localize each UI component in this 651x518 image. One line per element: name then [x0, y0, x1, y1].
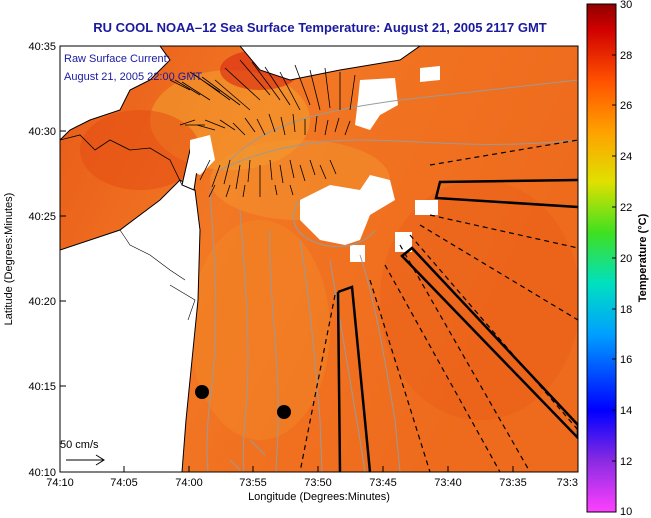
no-data-cloud	[415, 200, 438, 215]
colorbar-label: Temperature (°C)	[637, 213, 649, 302]
y-tick-label: 40:35	[28, 41, 56, 53]
y-axis: 40:35 40:30 40:25 40:20 40:15 40:10 Lati…	[3, 41, 66, 479]
y-axis-label: Latitude (Degrees:Minutes)	[3, 193, 15, 326]
x-tick-label: 73:3	[557, 477, 578, 489]
plot-frame	[59, 45, 579, 473]
no-data-cloud	[395, 232, 412, 252]
legend-line-2: August 21, 2005 22:00 GMT	[64, 71, 202, 83]
y-tick-label: 40:30	[28, 126, 56, 138]
x-tick-label: 73:55	[239, 477, 267, 489]
map-plot-area[interactable]: Raw Surface Current: August 21, 2005 22:…	[60, 46, 580, 472]
x-tick-label: 74:00	[175, 477, 203, 489]
station-marker[interactable]	[277, 405, 291, 419]
isobath-contours	[206, 79, 578, 472]
colorbar-tick-label: 30	[620, 0, 632, 11]
temperature-colorbar: 30 28 26 24 22 20 18 16 14 12 10 Tempera…	[586, 0, 649, 518]
dashed-survey-lines	[299, 139, 578, 472]
colorbar-tick-label: 24	[620, 151, 632, 163]
map-title: RU COOL NOAA–12 Sea Surface Temperature:…	[93, 20, 547, 35]
surface-current-vectors	[169, 59, 356, 198]
y-tick-label: 40:25	[28, 211, 56, 223]
colorbar-tick-label: 28	[620, 50, 632, 62]
station-marker[interactable]	[195, 385, 209, 399]
x-tick-label: 73:50	[304, 477, 332, 489]
warm-water-patch	[380, 180, 578, 420]
scale-arrow	[66, 454, 105, 466]
y-tick-label: 40:15	[28, 381, 56, 393]
x-tick-label: 73:45	[369, 477, 397, 489]
y-tick-label: 40:10	[28, 467, 56, 479]
x-axis-label: Longitude (Degrees:Minutes)	[248, 491, 390, 503]
no-data-cloud	[420, 66, 440, 82]
x-tick-label: 74:10	[46, 477, 74, 489]
staten-island-land	[60, 46, 171, 141]
coastline	[60, 134, 183, 186]
scale-arrow-label: 50 cm/s	[60, 439, 99, 451]
no-data-cloud	[190, 135, 215, 175]
coastline	[119, 229, 186, 281]
colorbar-tick-label: 14	[620, 405, 632, 417]
x-tick-label: 73:35	[499, 477, 527, 489]
coastline	[169, 284, 196, 321]
x-axis: 74:10 74:05 74:00 73:55 73:50 73:45 73:4…	[46, 466, 578, 503]
no-data-cloud	[350, 245, 365, 262]
solid-survey-lines	[336, 178, 578, 472]
warm-water-patch	[80, 110, 200, 190]
x-tick-label: 74:05	[110, 477, 138, 489]
colorbar-tick-label: 12	[620, 456, 632, 468]
colorbar-tick-label: 10	[620, 506, 632, 518]
legend-line-1: Raw Surface Current:	[64, 53, 170, 65]
long-island-land	[239, 46, 421, 81]
new-jersey-land	[60, 179, 201, 472]
colorbar-tick-label: 20	[620, 253, 632, 265]
x-tick-label: 73:40	[434, 477, 462, 489]
colorbar-tick-label: 26	[620, 100, 632, 112]
colorbar-tick-label: 22	[620, 202, 632, 214]
y-tick-label: 40:20	[28, 296, 56, 308]
no-data-cloud	[300, 175, 395, 245]
colorbar-tick-label: 18	[620, 304, 632, 316]
cool-water-patch	[190, 220, 330, 440]
colorbar-gradient	[586, 3, 617, 513]
colorbar-tick-label: 16	[620, 354, 632, 366]
